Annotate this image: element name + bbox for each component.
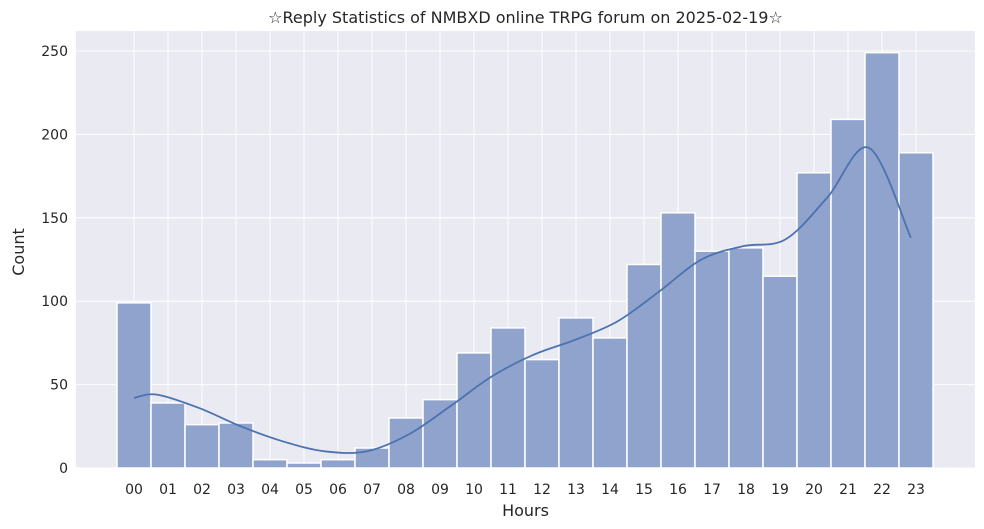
chart-title: ☆Reply Statistics of NMBXD online TRPG f… — [268, 8, 783, 27]
y-tick-label: 200 — [41, 127, 68, 143]
histogram-bar — [694, 250, 730, 469]
x-tick-label: 21 — [839, 482, 857, 498]
x-tick-label: 01 — [159, 482, 177, 498]
histogram-bar — [626, 263, 662, 469]
x-tick-label: 03 — [227, 482, 245, 498]
histogram-bar — [490, 327, 526, 469]
x-tick-label: 13 — [567, 482, 585, 498]
x-tick-label: 10 — [465, 482, 483, 498]
x-tick-label: 04 — [261, 482, 279, 498]
bars — [116, 51, 934, 469]
x-tick-label: 12 — [533, 482, 551, 498]
x-tick-label: 17 — [703, 482, 721, 498]
y-tick-label: 100 — [41, 294, 68, 310]
x-tick-label: 19 — [771, 482, 789, 498]
y-axis-label: Count — [9, 228, 28, 276]
x-tick-label: 00 — [125, 482, 143, 498]
y-tick-label: 50 — [50, 378, 68, 394]
histogram-bar — [456, 352, 492, 469]
x-tick-label: 06 — [329, 482, 347, 498]
x-tick-label: 02 — [193, 482, 211, 498]
histogram-bar — [762, 275, 798, 469]
histogram-bar — [898, 152, 934, 469]
histogram-bar — [184, 423, 220, 469]
histogram-bar — [150, 402, 186, 469]
y-tick-label: 0 — [59, 461, 68, 477]
histogram-bar — [388, 417, 424, 469]
kde-curve — [133, 146, 912, 454]
x-axis-label: Hours — [502, 501, 549, 520]
x-tick-label: 22 — [873, 482, 891, 498]
y-tick-label: 250 — [41, 44, 68, 60]
x-tick-label: 15 — [635, 482, 653, 498]
histogram-bar — [286, 462, 322, 469]
histogram-bar — [252, 458, 288, 469]
histogram-bar — [830, 118, 866, 469]
x-ticks: 00 01 02 03 04 05 06 07 08 09 10 11 12 13 14 15 16 17 18 19… — [125, 482, 925, 498]
histogram-bar — [320, 458, 356, 469]
histogram-bar — [796, 172, 832, 469]
x-tick-label: 16 — [669, 482, 687, 498]
x-tick-label: 09 — [431, 482, 449, 498]
y-ticks: 0 50 100 150 200 250 — [41, 44, 68, 477]
histogram-bar — [422, 398, 458, 469]
histogram-bar — [864, 51, 900, 469]
histogram-bar — [524, 358, 560, 469]
histogram-bar — [728, 247, 764, 469]
histogram-bar — [116, 302, 152, 469]
histogram-bar — [592, 337, 628, 469]
histogram-bar — [354, 447, 390, 469]
histogram-bar — [660, 212, 696, 469]
x-tick-label: 23 — [907, 482, 925, 498]
x-tick-label: 18 — [737, 482, 755, 498]
histogram-bar — [218, 422, 254, 469]
x-tick-label: 11 — [499, 482, 517, 498]
x-tick-label: 05 — [295, 482, 313, 498]
x-tick-label: 20 — [805, 482, 823, 498]
y-tick-label: 150 — [41, 211, 68, 227]
x-tick-label: 08 — [397, 482, 415, 498]
x-tick-label: 14 — [601, 482, 619, 498]
x-tick-label: 07 — [363, 482, 381, 498]
